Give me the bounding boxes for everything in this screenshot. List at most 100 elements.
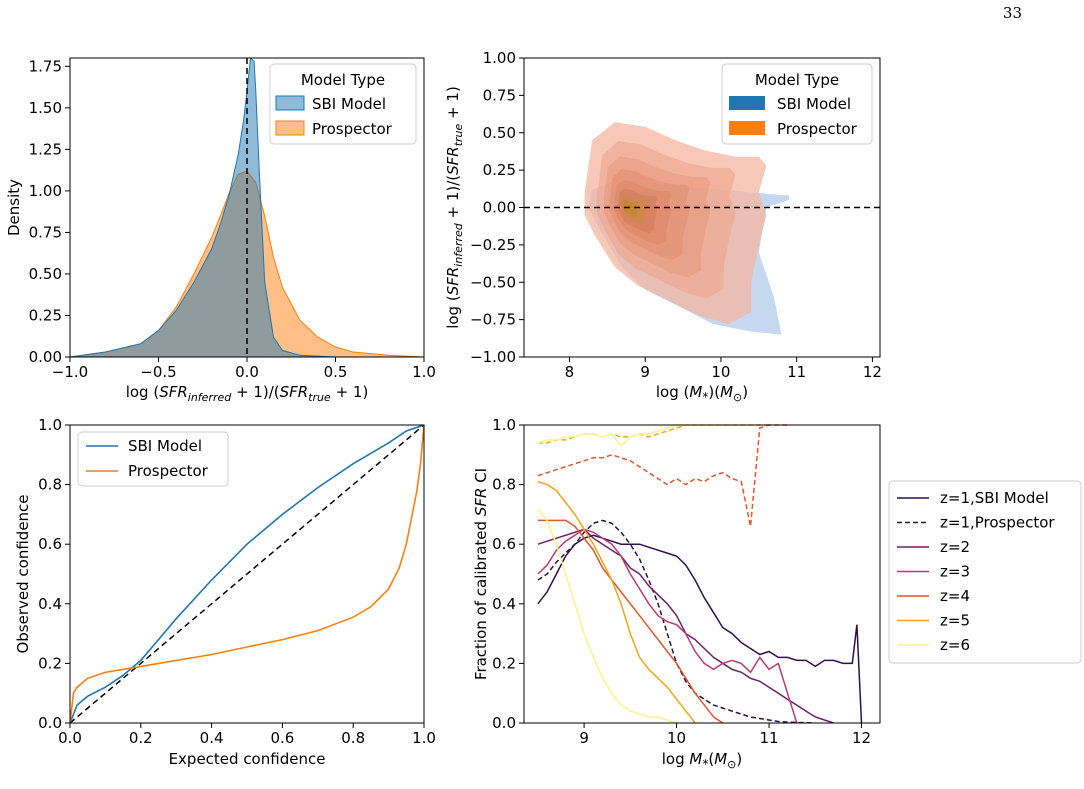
series-line [537, 534, 863, 723]
label-part: inferred [188, 391, 232, 404]
legend-title: Model Type [755, 71, 839, 89]
y-tick-label: 0.75 [29, 223, 62, 241]
label-part: ⊙ [727, 758, 736, 771]
y-tick-label: 0.50 [29, 265, 62, 283]
y-tick-label: 1.0 [492, 416, 516, 434]
y-tick-label: 0.25 [29, 306, 62, 324]
series-line [537, 519, 724, 723]
legend-box [888, 480, 1082, 664]
x-tick-label: 10 [711, 363, 730, 381]
y-tick-label: 0.6 [38, 535, 62, 553]
series-line [537, 528, 798, 723]
x-tick-label: 0.4 [200, 729, 224, 747]
prospector-contour-level [623, 200, 638, 217]
x-tick-label: 1.0 [412, 363, 436, 381]
y-tick-label: 1.25 [29, 140, 62, 158]
y-tick-label: −0.50 [470, 273, 516, 291]
x-tick-label: 0.5 [324, 363, 348, 381]
legend-box [269, 63, 417, 145]
y-tick-label: 0.2 [38, 654, 62, 672]
legend: SBI Model Prospector [77, 431, 229, 487]
x-tick-label: 11 [759, 729, 778, 747]
legend-swatch [729, 121, 765, 135]
label-part: Fraction of calibrated [472, 516, 490, 680]
label-part: M [689, 383, 702, 401]
label-part: + 1) [444, 86, 462, 124]
legend-swatch [275, 95, 305, 111]
legend-label: z=1,SBI Model [940, 489, 1049, 507]
label-part: log ( [444, 295, 462, 329]
y-tick-label: 1.0 [38, 416, 62, 434]
legend-label: Prospector [777, 120, 858, 138]
label-part: * [702, 757, 708, 771]
x-tick-label: 0.2 [129, 729, 153, 747]
legend-label: Prospector [128, 462, 209, 480]
y-tick-label: 0.8 [38, 476, 62, 494]
legend: Model Type SBI Model Prospector [721, 63, 873, 145]
series-line [537, 424, 733, 448]
legend-label: SBI Model [777, 95, 851, 113]
label-part: M [714, 750, 727, 768]
legend-label: z=1,Prospector [940, 514, 1055, 532]
x-tick-label: 0.8 [341, 729, 365, 747]
y-tick-label: 0.0 [492, 714, 516, 732]
x-tick-label: 10 [667, 729, 686, 747]
label-part: log ( [126, 383, 160, 401]
label-part: + 1) [331, 383, 369, 401]
y-axis-label: Fraction of calibrated SFR CI [472, 468, 490, 680]
y-tick-label: −1.00 [470, 348, 516, 366]
y-axis-label: Density [5, 179, 23, 236]
label-part: SFR [159, 383, 188, 401]
label-part: + 1)/( [444, 175, 462, 223]
legend-label: SBI Model [312, 95, 386, 113]
y-tick-label: 1.50 [29, 99, 62, 117]
panel-calibration: 0.0 0.2 0.4 0.6 0.8 1.0 0.0 0.2 0.4 0.6 0.8 1.0 Expe… [14, 416, 436, 768]
legend-label: z=6 [940, 636, 970, 654]
label-part: ⊙ [733, 391, 742, 404]
y-tick-label: 0.4 [492, 595, 516, 613]
legend-label: SBI Model [128, 437, 202, 455]
legend-label: z=4 [940, 587, 970, 605]
x-tick-label: 1.0 [412, 729, 436, 747]
y-tick-label: 0.00 [29, 348, 62, 366]
panel-kde: 8 9 10 11 12 −1.00 −0.75 −0.50 −0.25 0.00 0.25 0.50… [444, 49, 882, 404]
x-axis-label: log (M*)(M⊙) [656, 383, 748, 404]
x-tick-label: 8 [565, 363, 575, 381]
legend-label: z=3 [940, 563, 970, 581]
plot-frame [69, 424, 425, 724]
panel-density: −1.0 −0.5 0.0 0.5 1.0 0.00 0.25 0.50 0.75 1.00 1.2… [5, 57, 436, 404]
y-tick-label: 0.6 [492, 535, 516, 553]
series-line [537, 507, 677, 723]
calibration-line-prospector [69, 424, 425, 724]
y-tick-label: 0.4 [38, 595, 62, 613]
plot-frame [523, 424, 881, 724]
label-part: SFR [444, 267, 462, 296]
x-tick-label: 0.0 [58, 729, 82, 747]
series-line [537, 424, 769, 444]
x-tick-label: 9 [640, 363, 650, 381]
y-tick-label: 0.50 [483, 124, 516, 142]
y-tick-label: 0.25 [483, 161, 516, 179]
legend-swatch [729, 96, 765, 110]
label-part: )( [708, 383, 720, 401]
label-part: M [689, 750, 702, 768]
label-part: * [702, 390, 708, 404]
y-tick-label: 1.75 [29, 57, 62, 75]
y-axis-label: Observed confidence [14, 494, 32, 653]
contours [584, 122, 790, 335]
legend-label: Prospector [312, 120, 393, 138]
y-tick-label: 0.75 [483, 86, 516, 104]
x-tick-label: 9 [579, 729, 589, 747]
page-number: 33 [1002, 4, 1022, 22]
label-part: log [662, 750, 690, 768]
label-part: true [452, 123, 465, 146]
label-part: ) [736, 750, 742, 768]
x-tick-label: 12 [852, 729, 871, 747]
label-part: SFR [280, 383, 309, 401]
legend: Model Type SBI Model Prospector [269, 63, 417, 145]
label-part: ( [708, 750, 714, 768]
x-tick-label: 0.6 [270, 729, 294, 747]
legend-swatch [275, 120, 305, 136]
